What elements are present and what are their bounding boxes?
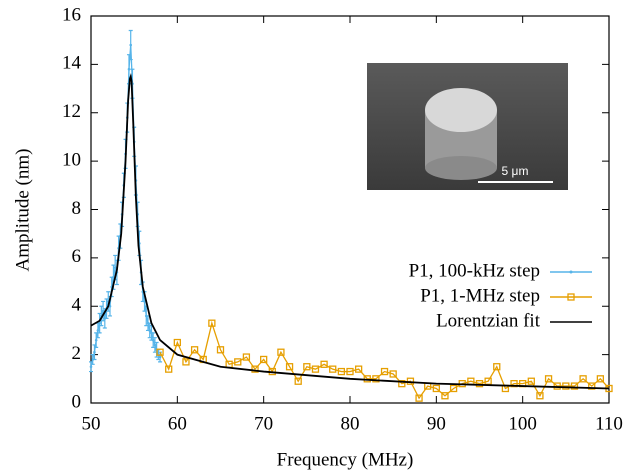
point-marker <box>98 321 101 325</box>
point-marker <box>294 377 302 385</box>
point-marker <box>544 375 553 383</box>
point-marker <box>158 355 162 359</box>
legend-swatch <box>569 270 573 274</box>
point-marker <box>536 392 544 400</box>
point-marker <box>493 363 501 371</box>
point-marker <box>354 365 363 373</box>
point-marker <box>113 266 117 269</box>
point-marker <box>190 346 199 354</box>
legend-label: P1, 1-MHz step <box>420 285 540 306</box>
point-marker <box>94 338 98 342</box>
legend-swatch <box>567 293 575 301</box>
point-marker <box>570 382 579 390</box>
y-axis-label: Amplitude (nm) <box>12 149 33 272</box>
y-tick-label: 16 <box>62 4 81 25</box>
y-tick-label: 12 <box>62 101 81 122</box>
point-marker <box>527 377 535 385</box>
point-marker <box>562 382 570 390</box>
x-tick-label: 90 <box>427 413 446 434</box>
point-marker <box>596 375 605 383</box>
point-marker <box>389 370 397 378</box>
point-marker <box>432 384 440 393</box>
y-tick-label: 0 <box>72 391 82 412</box>
inset-image: 5 μm <box>367 63 568 190</box>
point-marker <box>251 365 259 373</box>
point-marker <box>144 314 148 318</box>
point-marker <box>182 358 190 366</box>
x-tick-label: 60 <box>168 413 187 434</box>
point-marker <box>146 321 150 325</box>
y-tick-label: 8 <box>72 198 82 219</box>
point-marker <box>129 43 133 47</box>
point-marker <box>93 350 96 354</box>
point-marker <box>475 379 484 388</box>
point-marker <box>151 338 155 342</box>
point-marker <box>148 329 152 332</box>
point-marker <box>346 367 354 376</box>
point-marker <box>91 358 95 361</box>
point-marker <box>588 382 596 390</box>
point-marker <box>165 365 173 373</box>
y-tick-label: 10 <box>62 149 81 170</box>
x-tick-label: 110 <box>595 413 623 434</box>
point-marker <box>579 375 587 383</box>
point-marker <box>337 367 346 376</box>
x-tick-label: 70 <box>254 413 273 434</box>
point-marker <box>150 331 153 335</box>
point-marker <box>127 67 131 71</box>
point-marker <box>449 384 458 393</box>
x-axis-label: Frequency (MHz) <box>277 449 414 470</box>
point-marker <box>303 363 311 371</box>
y-tick-label: 14 <box>62 53 82 74</box>
point-marker <box>216 346 225 354</box>
point-marker <box>101 309 105 313</box>
point-marker <box>380 367 389 376</box>
inset-label: 5 μm <box>502 164 529 178</box>
y-tick-label: 6 <box>72 246 82 267</box>
point-marker <box>311 365 320 373</box>
legend-label: Lorentzian fit <box>436 310 541 331</box>
point-marker <box>242 353 251 361</box>
x-tick-label: 50 <box>82 413 101 434</box>
point-marker <box>372 375 380 383</box>
point-marker <box>320 360 328 368</box>
point-marker <box>441 392 449 400</box>
y-tick-label: 4 <box>72 295 82 316</box>
point-marker <box>153 343 157 347</box>
point-marker <box>398 379 406 388</box>
point-marker <box>277 348 285 356</box>
point-marker <box>96 329 100 332</box>
point-marker <box>415 394 423 402</box>
point-marker <box>234 358 242 366</box>
point-marker <box>103 317 107 320</box>
legend-label: P1, 100-kHz step <box>409 260 540 281</box>
point-marker <box>285 363 294 371</box>
x-tick-label: 100 <box>508 413 537 434</box>
point-marker <box>208 319 216 327</box>
x-tick-label: 80 <box>341 413 360 434</box>
point-marker <box>89 365 93 369</box>
series-line <box>90 72 610 390</box>
point-marker <box>173 338 181 347</box>
y-tick-label: 2 <box>72 343 82 364</box>
point-marker <box>329 365 337 373</box>
point-marker <box>260 355 268 364</box>
point-marker <box>156 348 164 356</box>
